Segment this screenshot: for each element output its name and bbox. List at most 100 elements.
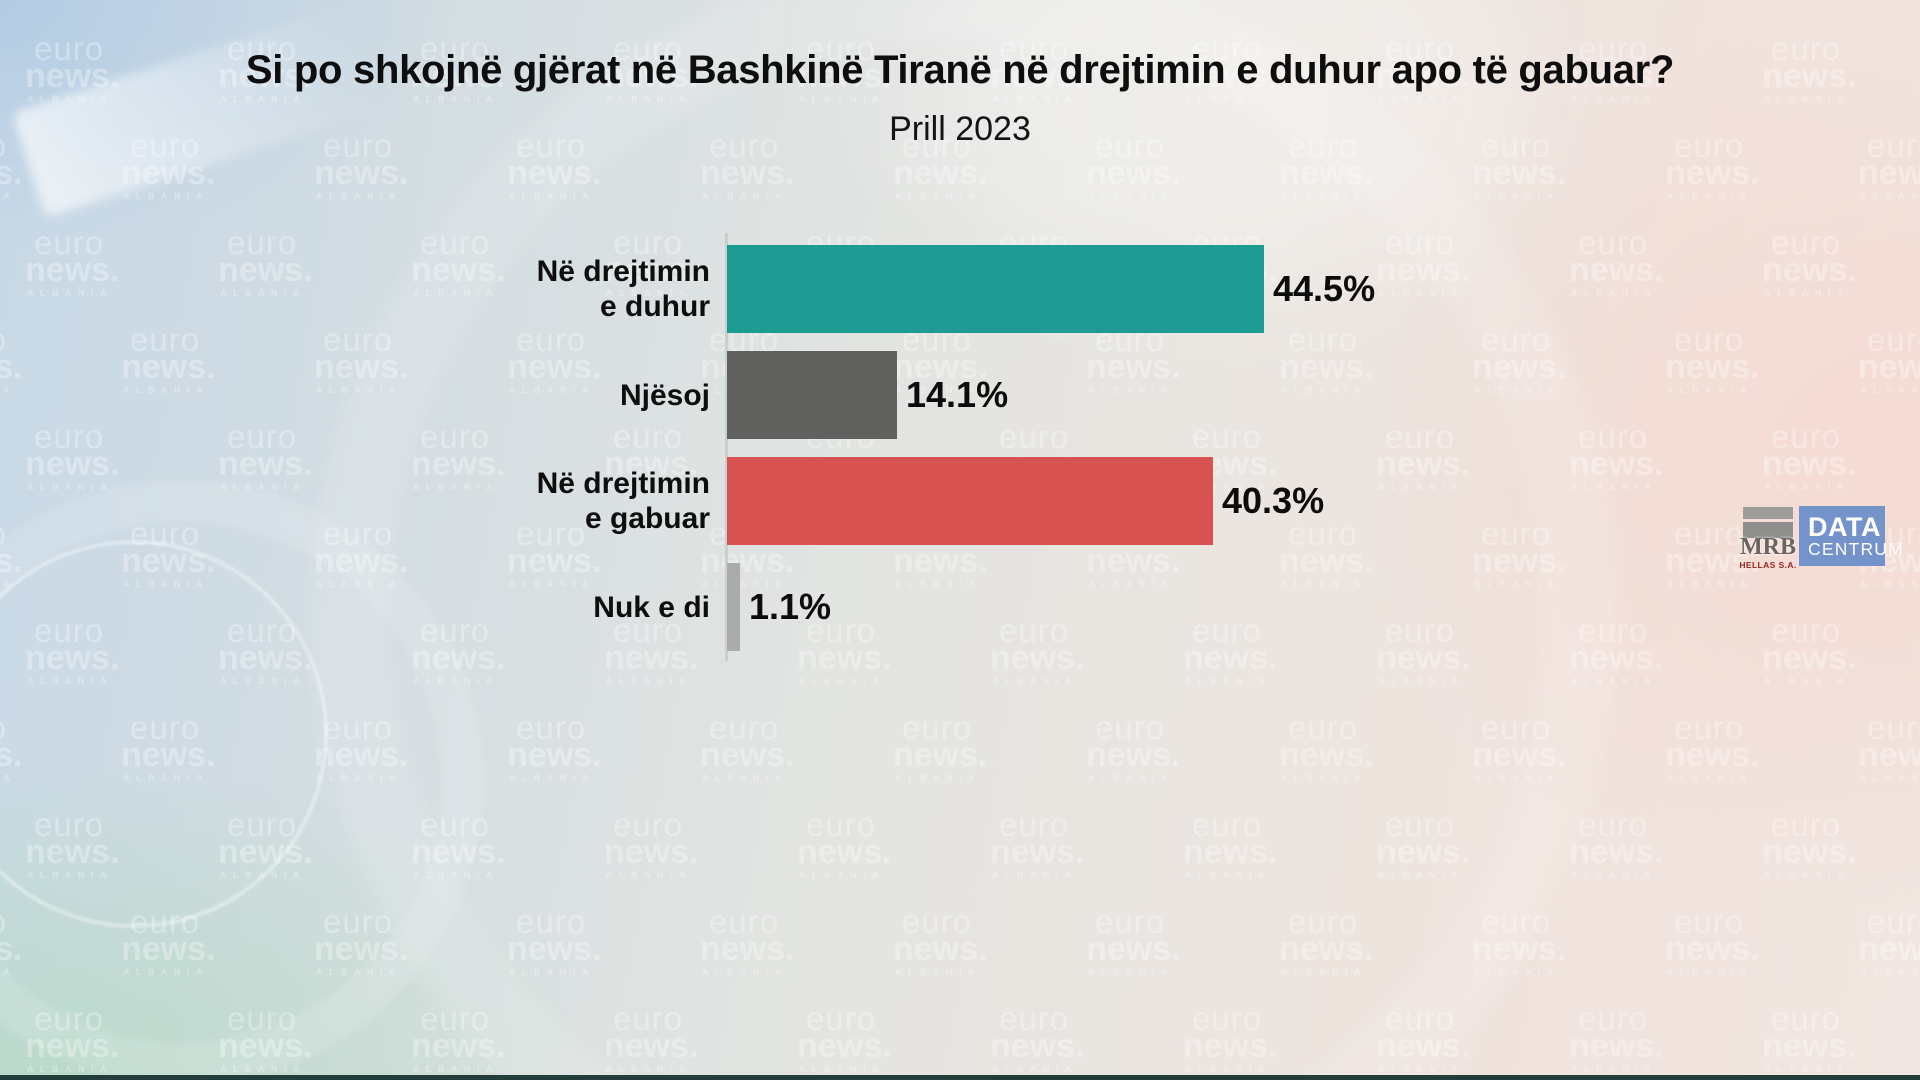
watermark-albania-text: ALBANIA <box>1378 1064 1464 1074</box>
watermark-news-text: news. <box>314 736 409 774</box>
watermark-albania-text: ALBANIA <box>1088 191 1174 201</box>
chart-subtitle: Prill 2023 <box>889 110 1031 148</box>
watermark-news-text: news. <box>1086 930 1181 968</box>
bar-row: Në drejtimin e gabuar 40.3% <box>380 457 1880 545</box>
watermark-albania-text: ALBANIA <box>509 967 595 977</box>
watermark-euro-text: euro <box>1481 709 1552 746</box>
category-label: Në drejtimin e gabuar <box>536 467 710 535</box>
mrb-hellas-logo: MRB HELLAS S.A. <box>1739 506 1797 570</box>
watermark-albania-text: ALBANIA <box>1378 676 1464 686</box>
bottom-strip <box>0 1075 1920 1080</box>
watermark-euro-text: euro <box>902 709 973 746</box>
watermark-albania-text: ALBANIA <box>799 1064 885 1074</box>
watermark-albania-text: ALBANIA <box>220 1064 306 1074</box>
watermark-news-text: news. <box>411 833 506 871</box>
bar-row: Nuk e di 1.1% <box>380 563 1880 651</box>
watermark-news-text: news. <box>1762 1027 1857 1065</box>
watermark-albania-text: ALBANIA <box>0 385 16 395</box>
watermark-euro-text: euro <box>1288 709 1359 746</box>
watermark-news-text: news. <box>1569 833 1664 871</box>
watermark-albania-text: ALBANIA <box>1764 870 1850 880</box>
watermark-euro-text: euro <box>1095 709 1166 746</box>
watermark-albania-text: ALBANIA <box>1474 967 1560 977</box>
watermark-albania-text: ALBANIA <box>1860 773 1920 783</box>
watermark-albania-text: ALBANIA <box>1667 967 1753 977</box>
watermark-albania-text: ALBANIA <box>316 191 402 201</box>
watermark-albania-text: ALBANIA <box>1088 967 1174 977</box>
watermark-euro-text: euro <box>227 418 298 455</box>
watermark-news-text: news. <box>314 930 409 968</box>
watermark-albania-text: ALBANIA <box>1185 676 1271 686</box>
watermark-albania-text: ALBANIA <box>1185 1064 1271 1074</box>
watermark-albania-text: ALBANIA <box>1764 1064 1850 1074</box>
background-ring-shape <box>0 540 328 928</box>
watermark-albania-text: ALBANIA <box>702 967 788 977</box>
watermark-euro-text: euro <box>1674 903 1745 940</box>
value-label: 1.1% <box>749 586 832 627</box>
watermark-euro-text: euro <box>34 418 105 455</box>
watermark-albania-text: ALBANIA <box>992 870 1078 880</box>
watermark-albania-text: ALBANIA <box>606 676 692 686</box>
bar <box>727 245 1264 333</box>
watermark-euro-text: euro <box>130 515 201 552</box>
watermark-euro-text: euro <box>806 1000 877 1037</box>
chart-header: Si po shkojnë gjërat në Bashkinë Tiranë … <box>0 48 1920 149</box>
watermark-albania-text: ALBANIA <box>1667 191 1753 201</box>
watermark-albania-text: ALBANIA <box>220 482 306 492</box>
mrb-logo-block-icon <box>1743 507 1793 519</box>
data-centrum-logo-line2: CENTRUM <box>1808 538 1904 559</box>
watermark-news-text: news. <box>25 1027 120 1065</box>
watermark-news-text: news. <box>1858 736 1920 774</box>
watermark-news-text: news. <box>218 1027 313 1065</box>
watermark-euro-text: euro <box>1481 903 1552 940</box>
mrb-logo-block-icon <box>1743 522 1793 538</box>
watermark-news-text: news. <box>1762 833 1857 871</box>
watermark-albania-text: ALBANIA <box>413 676 499 686</box>
watermark-news-text: news. <box>700 736 795 774</box>
watermark-news-text: news. <box>1665 736 1760 774</box>
watermark-albania-text: ALBANIA <box>123 191 209 201</box>
watermark-euro-text: euro <box>1385 1000 1456 1037</box>
watermark-euro-text: euro <box>0 711 22 744</box>
watermark-news-text: news. <box>1279 930 1374 968</box>
watermark-albania-text: ALBANIA <box>799 676 885 686</box>
watermark-albania-text: ALBANIA <box>123 579 209 589</box>
watermark-news-text: news. <box>1472 154 1567 192</box>
watermark-euro-text: euro <box>420 806 491 843</box>
watermark-albania-text: ALBANIA <box>1474 773 1560 783</box>
watermark-albania-text: ALBANIA <box>220 870 306 880</box>
watermark-news-text: news. <box>700 930 795 968</box>
watermark-news-text: news. <box>1858 930 1920 968</box>
watermark-albania-text: ALBANIA <box>1860 191 1920 201</box>
watermark-albania-text: ALBANIA <box>1185 870 1271 880</box>
watermark-albania-text: ALBANIA <box>799 870 885 880</box>
bar-row: Njësoj 14.1% <box>380 351 1880 439</box>
watermark-euro-text: euro <box>1867 903 1920 940</box>
watermark-news-text: news. <box>893 154 988 192</box>
watermark-albania-text: ALBANIA <box>27 482 113 492</box>
watermark-euro-text: euro <box>902 903 973 940</box>
watermark-albania-text: ALBANIA <box>1378 870 1464 880</box>
watermark-news-text: news. <box>507 154 602 192</box>
watermark-euro-text: euro <box>1192 806 1263 843</box>
watermark-albania-text: ALBANIA <box>509 191 595 201</box>
watermark-news-text: news. <box>1472 930 1567 968</box>
watermark-news-text: news. <box>1472 736 1567 774</box>
data-centrum-logo-line1: DATA <box>1808 511 1881 542</box>
